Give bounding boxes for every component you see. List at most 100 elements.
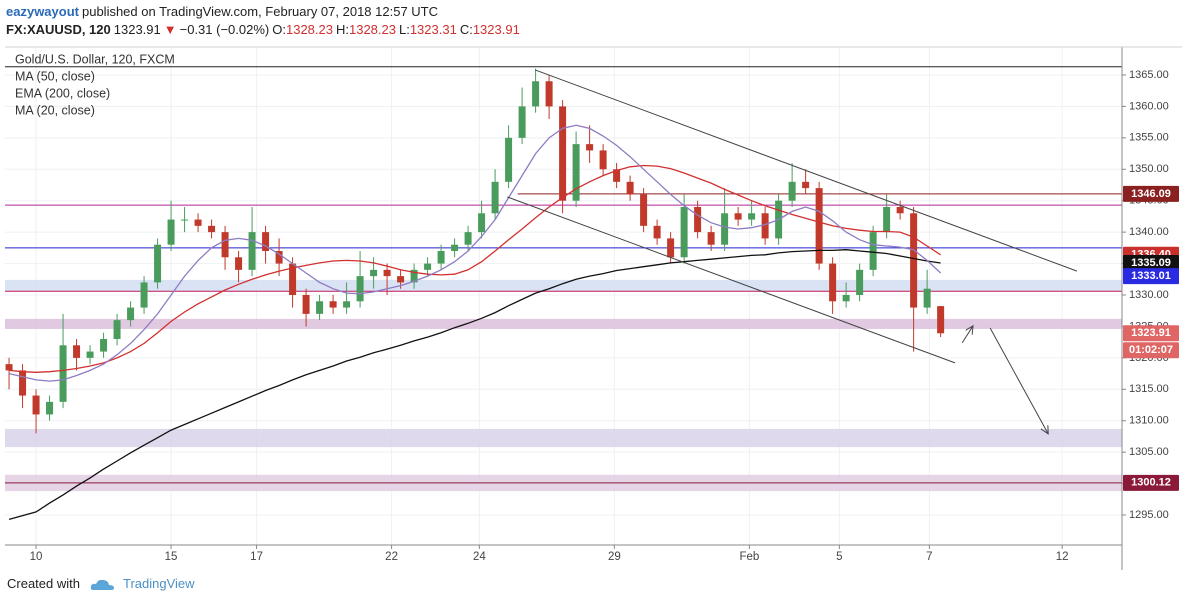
x-tick-label: Feb — [739, 551, 759, 563]
arrow — [961, 326, 973, 344]
x-tick-label: 7 — [926, 551, 932, 563]
candle-body — [626, 181, 634, 195]
arrow — [989, 327, 1048, 434]
candle-body — [289, 263, 297, 295]
ohlc-key: H: — [335, 22, 349, 37]
x-tick-label: 12 — [1056, 551, 1069, 563]
candle-body — [613, 169, 621, 182]
candle-body — [208, 225, 216, 233]
y-tick-label: 1350.00 — [1129, 163, 1169, 175]
candle-body — [302, 294, 310, 314]
candle-body — [842, 294, 850, 302]
price-label-box — [1123, 268, 1179, 285]
candle-body — [937, 306, 945, 334]
chart: Gold/U.S. Dollar, 120, FXCM MA (50, close… — [5, 46, 1182, 570]
candle-body — [815, 188, 823, 264]
candle-body — [707, 232, 715, 245]
x-tick-label: 17 — [250, 551, 263, 563]
logo-shape — [90, 579, 114, 590]
candle-body — [248, 232, 256, 270]
legend-entry: MA (20, close) — [15, 103, 95, 117]
author[interactable]: eazywayout — [6, 4, 79, 19]
candle-body — [869, 232, 877, 270]
price-label: 1323.91 — [1131, 327, 1171, 339]
indicator-line — [8, 124, 942, 382]
indicator-line — [8, 249, 941, 521]
x-tick-label: 29 — [608, 551, 621, 563]
candle-body — [586, 144, 594, 151]
ohlc-key: L: — [398, 22, 410, 37]
candle-body — [262, 232, 270, 251]
price-label-box — [1123, 185, 1179, 202]
candle-body — [194, 219, 202, 226]
candle-body — [437, 250, 445, 264]
logo — [90, 579, 114, 590]
candle-body — [896, 206, 904, 214]
candle-body — [167, 219, 175, 245]
created-with: Created with — [7, 576, 80, 591]
y-tick-label: 1365.00 — [1129, 69, 1169, 81]
candle-body — [154, 244, 162, 283]
candle-body — [356, 276, 364, 302]
candle-body — [572, 144, 580, 201]
candle-body — [397, 276, 405, 283]
candle-body — [100, 338, 108, 352]
countdown: 01:02:07 — [1129, 344, 1173, 356]
price-label: 1300.12 — [1131, 477, 1171, 489]
candle-body — [451, 244, 459, 251]
candle-body — [329, 301, 337, 308]
candle-body — [235, 257, 243, 270]
last-price: 1323.91 — [113, 22, 161, 37]
candle-body — [923, 288, 931, 308]
candle-body — [127, 307, 135, 321]
candle-body — [748, 213, 756, 220]
x-tick-label: 15 — [165, 551, 178, 563]
candle-body — [518, 106, 526, 138]
footer: Created with TradingView — [7, 576, 195, 592]
brand[interactable]: TradingView — [123, 576, 195, 591]
zone — [5, 279, 1122, 292]
candle-body — [829, 263, 837, 302]
candle-body — [5, 364, 13, 371]
candle-body — [32, 395, 40, 415]
x-tick-label: 5 — [836, 551, 842, 563]
candle-body — [370, 269, 378, 277]
candle-body — [383, 269, 391, 277]
change: −0.31 (−0.02%) — [179, 22, 270, 37]
ohlc-value: 1323.91 — [472, 22, 520, 37]
direction: ▼ — [163, 22, 177, 37]
y-tick-label: 1295.00 — [1129, 509, 1169, 521]
ohlc-value: 1328.23 — [348, 22, 396, 37]
chart-title: Gold/U.S. Dollar, 120, FXCM — [15, 52, 175, 66]
price-axis-bg — [1122, 47, 1182, 545]
y-tick-label: 1315.00 — [1129, 383, 1169, 395]
candle-body — [653, 225, 661, 239]
zone — [5, 428, 1122, 448]
candle-body — [424, 263, 432, 270]
x-tick-label: 22 — [385, 551, 398, 563]
candle-body — [275, 250, 283, 264]
candle-body — [410, 269, 418, 283]
candle-body — [559, 106, 567, 201]
y-tick-label: 1305.00 — [1129, 446, 1169, 458]
y-tick-label: 1310.00 — [1129, 415, 1169, 427]
ohlc: O:1328.23 H:1328.23 L:1323.31 C:1323.91 — [272, 22, 523, 37]
candle-body — [694, 206, 702, 233]
x-tick-label: 24 — [473, 551, 486, 563]
candle-body — [856, 269, 864, 295]
candle-body — [761, 213, 769, 239]
candle-body — [73, 345, 81, 358]
candle-body — [734, 213, 742, 220]
legend-entry: MA (50, close) — [15, 69, 95, 83]
candle-body — [181, 219, 189, 221]
x-tick-label: 10 — [30, 551, 43, 563]
price-label: 1333.01 — [1131, 270, 1171, 282]
candle-body — [316, 301, 324, 314]
price-label-box — [1123, 254, 1179, 271]
ohlc-value: 1323.31 — [409, 22, 457, 37]
ohlc-key: C: — [459, 22, 473, 37]
candle-body — [640, 194, 648, 226]
candle-body — [883, 206, 891, 233]
candle-body — [505, 137, 513, 182]
